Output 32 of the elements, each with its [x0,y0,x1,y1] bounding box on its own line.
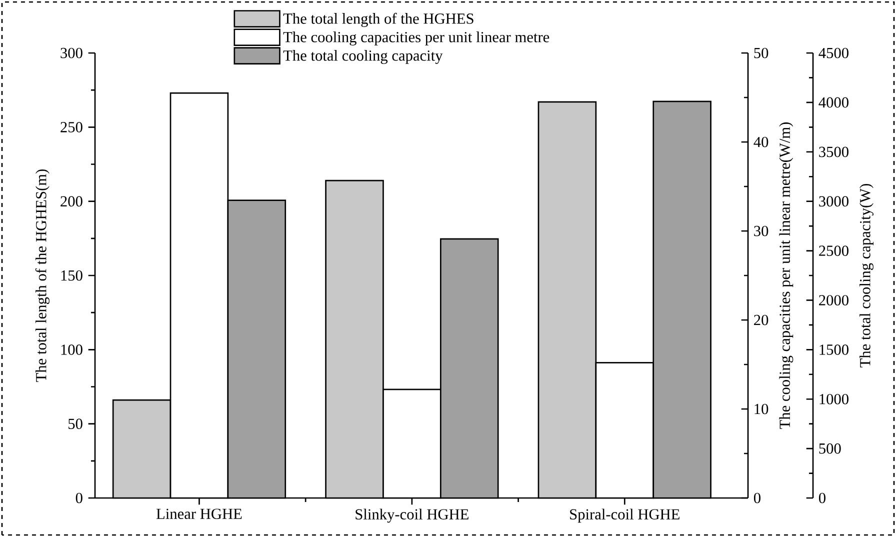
y2-tick-label: 20 [754,314,768,326]
y-tick-label: 200 [60,196,82,207]
y2-tick-label: 10 [754,404,768,414]
y3-tick-label: 1000 [820,394,848,404]
y-axis-title: The total length of the HGHES(m) [35,169,50,382]
y-tick-label: 50 [68,418,82,430]
x-tick-label: Spiral-coil HGHE [570,508,680,523]
y3-tick-label: 2500 [819,246,848,256]
y2-axis-title: The cooling capacities per unit linear metre(W/m) [779,122,794,429]
legend-label: The total cooling capacity [283,50,443,64]
y2-tick-label: 30 [754,226,768,236]
x-tick-label: Linear HGHE [156,508,242,520]
y2-tick-label: 50 [754,48,768,58]
y3-tick-label: 3000 [819,196,848,207]
y-tick-label: 300 [60,48,82,58]
legend-label: The cooling capacities per unit linear metre [283,32,550,46]
y-tick-label: 0 [76,492,82,504]
y3-tick-label: 4500 [818,48,848,58]
y-tick-label: 250 [60,122,82,132]
y3-tick-label: 2000 [819,295,848,306]
y3-tick-label: 0 [818,492,826,504]
y3-tick-label: 3500 [819,146,848,158]
y3-axis-title: The total cooling capacity(W) [860,184,874,368]
y3-tick-label: 4000 [818,97,848,108]
y-tick-label: 100 [61,344,82,355]
y3-tick-label: 500 [819,443,841,454]
y2-tick-label: 0 [754,492,760,504]
legend-label: The total length of the HGHES [283,12,474,27]
x-tick-label: Slinky-coil HGHE [356,508,468,523]
y3-tick-label: 1500 [820,344,848,355]
y2-tick-label: 40 [754,136,768,148]
y-tick-label: 150 [61,270,82,281]
